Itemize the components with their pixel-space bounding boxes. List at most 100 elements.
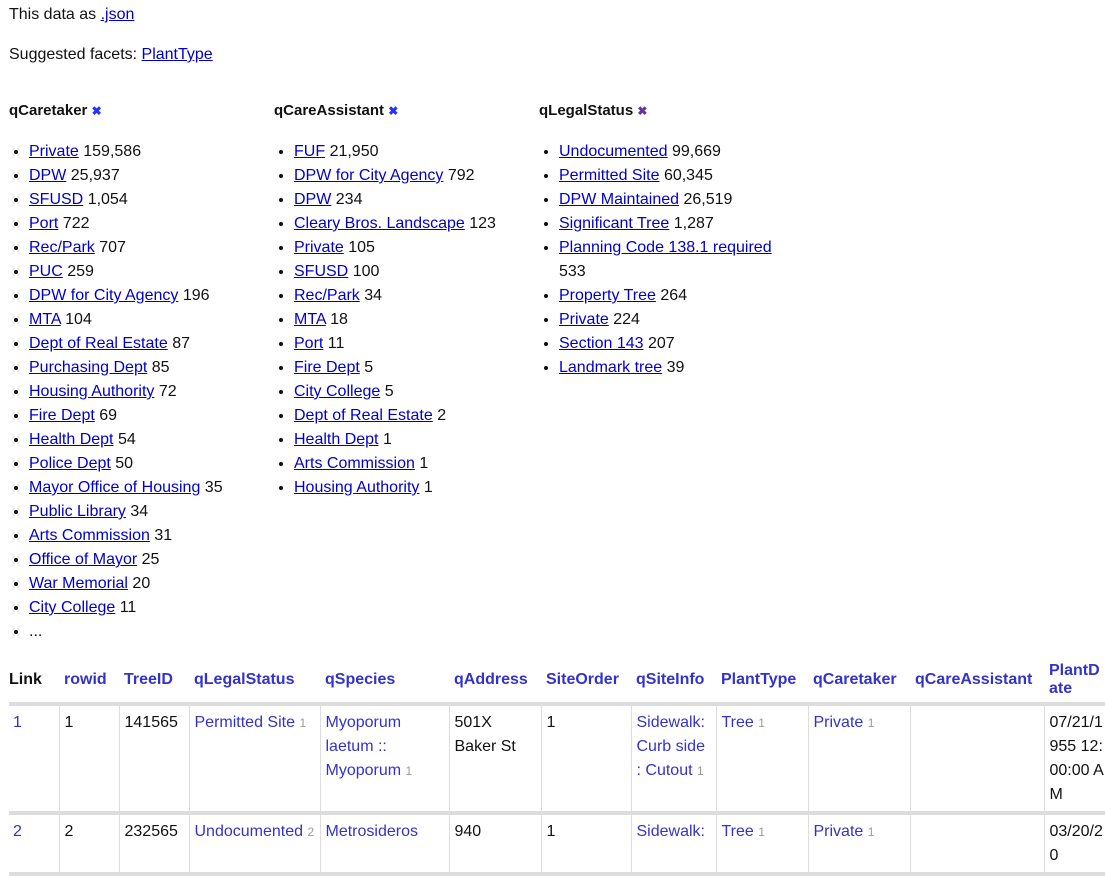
cell-link: 1 xyxy=(9,704,60,815)
column-header-qsiteinfo[interactable]: qSiteInfo xyxy=(631,660,716,706)
facet-item: Port 722 xyxy=(29,212,259,236)
facet-item-count: 1,054 xyxy=(87,191,128,208)
column-header-qcaretaker[interactable]: qCaretaker xyxy=(808,660,910,706)
facet-item-link[interactable]: Dept of Real Estate xyxy=(294,407,433,424)
facet-item-link[interactable]: Housing Authority xyxy=(294,479,420,496)
facet-item: Dept of Real Estate 87 xyxy=(29,332,259,356)
json-link[interactable]: .json xyxy=(100,6,135,23)
facet-item-link[interactable]: City College xyxy=(29,599,116,616)
facet-item-count: 259 xyxy=(67,263,94,280)
json-label: This data as xyxy=(9,6,101,23)
facet-item-link[interactable]: Significant Tree xyxy=(559,215,670,232)
facet-item: Property Tree 264 xyxy=(559,284,789,308)
siteinfo-link[interactable]: Sidewalk: Curb side : Cutout xyxy=(636,714,705,779)
planttype-link[interactable]: Tree xyxy=(721,823,754,840)
facet-item: War Memorial 20 xyxy=(29,572,259,596)
facet-item-count: 1 xyxy=(419,455,429,472)
facet-item-count: 21,950 xyxy=(329,143,379,160)
facet-item-link[interactable]: SFUSD xyxy=(29,191,84,208)
facet-item-link[interactable]: Section 143 xyxy=(559,335,644,352)
species-link[interactable]: Myoporum laetum :: Myoporum xyxy=(325,714,402,779)
facet-item-count: 85 xyxy=(151,359,170,376)
facet-item-link[interactable]: DPW for City Agency xyxy=(294,167,444,184)
column-header-plantdate[interactable]: PlantDate xyxy=(1044,660,1105,706)
suggested-facet-planttype[interactable]: PlantType xyxy=(141,46,213,63)
facet-item-link[interactable]: Dept of Real Estate xyxy=(29,335,168,352)
facet-item-count: 11 xyxy=(327,335,345,352)
row-link[interactable]: 1 xyxy=(13,714,22,731)
caretaker-link[interactable]: Private xyxy=(813,714,864,731)
facet-item-link[interactable]: Health Dept xyxy=(29,431,114,448)
facet-item-link[interactable]: Office of Mayor xyxy=(29,551,138,568)
row-link[interactable]: 2 xyxy=(13,823,22,840)
facet-item-link[interactable]: Police Dept xyxy=(29,455,111,472)
caretaker-link[interactable]: Private xyxy=(813,823,864,840)
column-header-qaddress[interactable]: qAddress xyxy=(449,660,541,706)
facet-item-link[interactable]: FUF xyxy=(294,143,326,160)
column-header-qlegalstatus[interactable]: qLegalStatus xyxy=(189,660,320,706)
facet-item-link[interactable]: Cleary Bros. Landscape xyxy=(294,215,465,232)
facet-item-link[interactable]: DPW xyxy=(29,167,67,184)
facet-item-link[interactable]: Health Dept xyxy=(294,431,379,448)
species-link[interactable]: Metrosideros xyxy=(325,823,418,840)
json-line: This data as .json xyxy=(9,6,134,24)
facet-item: Purchasing Dept 85 xyxy=(29,356,259,380)
planttype-link[interactable]: Tree xyxy=(721,714,754,731)
siteinfo-link[interactable]: Sidewalk: xyxy=(636,823,705,840)
cell-assistant xyxy=(910,813,1045,876)
facet-item-link[interactable]: Rec/Park xyxy=(294,287,360,304)
facet-item-link[interactable]: Housing Authority xyxy=(29,383,155,400)
facet-item-link[interactable]: Arts Commission xyxy=(29,527,150,544)
facet-item-link[interactable]: Private xyxy=(29,143,79,160)
close-icon[interactable]: ✖ xyxy=(388,104,399,118)
facet-item-link[interactable]: Fire Dept xyxy=(294,359,360,376)
facet-item: Fire Dept 5 xyxy=(294,356,524,380)
facets: qCaretaker ✖Private 159,586DPW 25,937SFU… xyxy=(9,100,804,644)
column-header-planttype[interactable]: PlantType xyxy=(716,660,808,706)
column-header-siteorder[interactable]: SiteOrder xyxy=(541,660,631,706)
suggested-facets: Suggested facets: PlantType xyxy=(9,46,213,64)
cell-legal: Undocumented 2 xyxy=(189,813,321,876)
facet-item-link[interactable]: Undocumented xyxy=(559,143,668,160)
facet-item-link[interactable]: Property Tree xyxy=(559,287,656,304)
legal-link[interactable]: Permitted Site xyxy=(194,714,295,731)
facet-item-link[interactable]: Landmark tree xyxy=(559,359,663,376)
facet-item-link[interactable]: Purchasing Dept xyxy=(29,359,148,376)
facet-item-link[interactable]: Planning Code 138.1 required xyxy=(559,239,772,256)
facet-item-count: 25,937 xyxy=(70,167,120,184)
facet-item-count: 207 xyxy=(647,335,675,352)
facet-item-link[interactable]: PUC xyxy=(29,263,63,280)
facet-item-link[interactable]: MTA xyxy=(294,311,326,328)
facet-item-link[interactable]: Mayor Office of Housing xyxy=(29,479,201,496)
facet-item-link[interactable]: DPW xyxy=(294,191,332,208)
facet-item-count: 792 xyxy=(447,167,475,184)
facet-item-link[interactable]: City College xyxy=(294,383,381,400)
facet-item-link[interactable]: Arts Commission xyxy=(294,455,415,472)
facet-item-link[interactable]: Port xyxy=(294,335,324,352)
facet-item-link[interactable]: SFUSD xyxy=(294,263,349,280)
column-header-qcareassistant[interactable]: qCareAssistant xyxy=(910,660,1044,706)
facet-item: Landmark tree 39 xyxy=(559,356,789,380)
column-header-treeid[interactable]: TreeID xyxy=(119,660,189,706)
cell-caretaker: Private 1 xyxy=(808,813,911,876)
facet-item-link[interactable]: Public Library xyxy=(29,503,126,520)
legal-link[interactable]: Undocumented xyxy=(194,823,304,840)
facet-item-link[interactable]: Rec/Park xyxy=(29,239,95,256)
column-header-rowid[interactable]: rowid xyxy=(59,660,119,706)
facet-item-link[interactable]: Private xyxy=(294,239,344,256)
species-count: 1 xyxy=(405,764,413,778)
facet-item: Mayor Office of Housing 35 xyxy=(29,476,259,500)
facet-item-link[interactable]: MTA xyxy=(29,311,61,328)
facet-item-link[interactable]: War Memorial xyxy=(29,575,128,592)
facet-item: Permitted Site 60,345 xyxy=(559,164,789,188)
facet-item-count: 196 xyxy=(182,287,210,304)
facet-item-link[interactable]: DPW Maintained xyxy=(559,191,680,208)
facet-item-link[interactable]: DPW for City Agency xyxy=(29,287,179,304)
facet-item-link[interactable]: Permitted Site xyxy=(559,167,660,184)
close-icon[interactable]: ✖ xyxy=(91,104,102,118)
facet-item-link[interactable]: Private xyxy=(559,311,609,328)
close-icon[interactable]: ✖ xyxy=(637,104,648,118)
facet-item-link[interactable]: Port xyxy=(29,215,59,232)
column-header-qspecies[interactable]: qSpecies xyxy=(320,660,449,706)
facet-item-link[interactable]: Fire Dept xyxy=(29,407,95,424)
